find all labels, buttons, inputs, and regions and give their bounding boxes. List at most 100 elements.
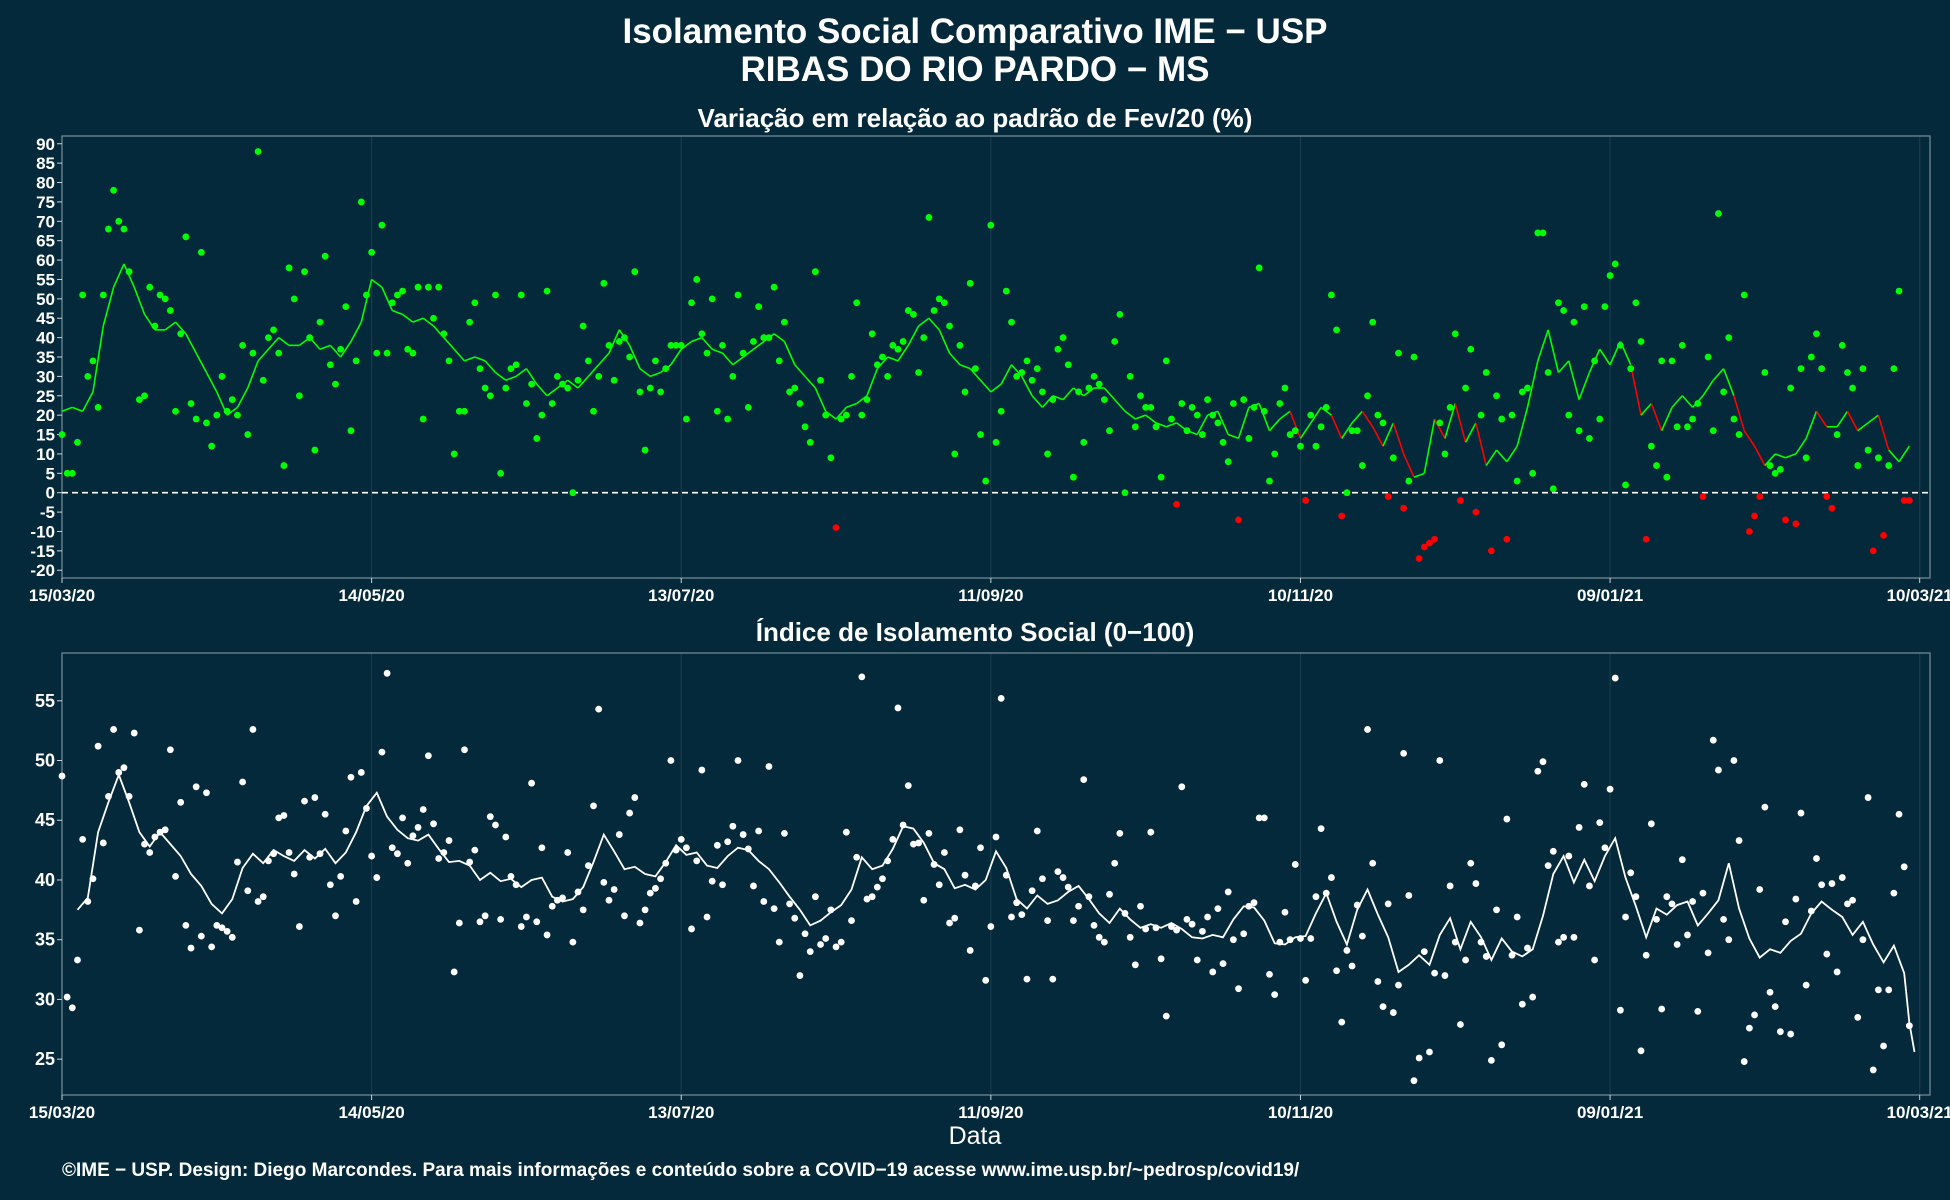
panel1-data-point bbox=[156, 291, 164, 299]
panel1-moving-average-segment bbox=[102, 287, 115, 327]
panel1-data-point bbox=[424, 283, 432, 291]
panel2-data-point bbox=[1126, 933, 1134, 941]
panel2-data-point bbox=[476, 918, 484, 926]
panel2-data-point bbox=[1106, 890, 1113, 898]
panel2-data-point bbox=[708, 877, 716, 885]
panel1-data-point bbox=[1823, 493, 1831, 500]
panel1-data-point bbox=[1673, 423, 1681, 431]
panel1-moving-average-segment bbox=[143, 313, 156, 331]
panel2-data-point bbox=[337, 872, 345, 880]
panel2-data-point bbox=[1807, 907, 1815, 915]
panel2-data-point bbox=[595, 705, 603, 713]
panel2-data-point bbox=[1611, 674, 1619, 682]
panel1-moving-average-segment bbox=[969, 368, 982, 381]
panel1-moving-average-segment bbox=[742, 348, 754, 358]
panel2-data-point bbox=[445, 837, 453, 844]
panel1-data-point bbox=[1797, 365, 1805, 373]
panel2-data-point bbox=[533, 918, 541, 926]
panel1-data-point bbox=[1580, 303, 1588, 310]
panel1-data-point bbox=[574, 376, 582, 384]
panel1-data-point bbox=[1317, 423, 1325, 431]
panel1-moving-average-segment bbox=[1475, 422, 1487, 466]
panel1-data-point bbox=[1395, 349, 1402, 357]
panel1-data-point bbox=[811, 268, 819, 276]
panel2-data-point bbox=[435, 855, 443, 862]
panel1-moving-average-segment bbox=[1289, 410, 1302, 439]
panel1-data-point bbox=[1869, 547, 1877, 555]
panel1-moving-average-segment bbox=[123, 263, 135, 288]
panel1-data-point bbox=[368, 248, 376, 256]
panel1-data-point bbox=[1209, 411, 1217, 419]
panel1-moving-average-segment bbox=[794, 364, 806, 377]
panel2-data-point bbox=[1539, 758, 1547, 766]
panel1-data-point bbox=[667, 341, 675, 349]
panel2-data-point bbox=[1596, 819, 1604, 827]
panel1-data-point bbox=[1735, 431, 1743, 438]
panel1-moving-average-segment bbox=[1764, 453, 1776, 467]
panel2-data-point bbox=[873, 883, 881, 891]
panel1-data-point bbox=[481, 384, 489, 392]
panel2-data-point bbox=[1420, 948, 1428, 956]
panel2-data-point bbox=[1838, 874, 1846, 881]
panel1-y-tick-label: -20 bbox=[30, 561, 55, 580]
panel2-data-point bbox=[1266, 970, 1273, 978]
panel2-data-point bbox=[1090, 921, 1098, 929]
panel2-data-point bbox=[177, 798, 185, 806]
panel2-data-point bbox=[719, 881, 726, 889]
panel2-data-point bbox=[1570, 933, 1578, 941]
panel1-data-point bbox=[1224, 458, 1232, 466]
panel1-data-point bbox=[1193, 411, 1201, 419]
panel1-data-point bbox=[455, 407, 463, 415]
panel1-y-tick-label: 25 bbox=[36, 387, 55, 406]
panel2-data-point bbox=[1792, 895, 1800, 903]
panel1-data-point bbox=[1632, 299, 1640, 307]
panel1-moving-average-segment bbox=[1279, 410, 1291, 420]
panel1-y-tick-label: -15 bbox=[30, 542, 55, 561]
panel2-data-point bbox=[301, 797, 308, 805]
panel1-data-point bbox=[1379, 419, 1387, 427]
panel1-data-point bbox=[249, 349, 257, 357]
panel2-data-point bbox=[1157, 955, 1165, 963]
panel1-data-point bbox=[1168, 415, 1175, 423]
panel1-moving-average-segment bbox=[1299, 422, 1312, 439]
panel1-moving-average-segment bbox=[432, 325, 445, 339]
panel1-moving-average-segment bbox=[61, 406, 73, 413]
panel1-data-point bbox=[1498, 415, 1506, 423]
panel1-moving-average-segment bbox=[1371, 426, 1384, 447]
panel2-data-point bbox=[523, 913, 530, 921]
panel2-data-point bbox=[1498, 1041, 1506, 1049]
panel1-y-tick-label: -10 bbox=[30, 522, 55, 541]
panel1-data-point bbox=[316, 318, 324, 326]
panel1-moving-average-segment bbox=[1774, 453, 1786, 459]
panel2-data-point bbox=[770, 905, 778, 913]
panel1-moving-average-segment bbox=[567, 379, 579, 389]
panel1-moving-average-segment bbox=[948, 352, 961, 366]
panel1-data-point bbox=[1157, 473, 1165, 481]
panel1-data-point bbox=[507, 365, 515, 373]
panel2-data-point bbox=[605, 896, 613, 904]
panel1-data-point bbox=[1668, 357, 1676, 365]
panel1-moving-average-segment bbox=[608, 329, 621, 354]
panel1-data-point bbox=[99, 291, 107, 299]
panel2-data-point bbox=[1513, 913, 1521, 921]
panel1-moving-average-segment bbox=[1196, 414, 1209, 435]
panel1-moving-average-segment bbox=[1217, 410, 1229, 435]
panel1-data-point bbox=[631, 268, 639, 276]
panel1-data-point bbox=[615, 338, 623, 345]
panel1-moving-average-segment bbox=[92, 325, 105, 393]
panel1-data-point bbox=[1751, 512, 1758, 520]
panel2-data-point bbox=[1606, 785, 1614, 793]
panel1-y-tick-label: 10 bbox=[36, 445, 55, 464]
panel1-moving-average-segment bbox=[938, 329, 951, 354]
panel2-data-point bbox=[1028, 887, 1036, 895]
panel1-moving-average-segment bbox=[1537, 329, 1549, 362]
panel2-data-point bbox=[626, 809, 634, 817]
panel1-moving-average-segment bbox=[928, 317, 940, 331]
panel1-moving-average-segment bbox=[887, 356, 899, 362]
panel2-data-point bbox=[1709, 736, 1717, 744]
panel1-data-point bbox=[775, 357, 783, 365]
panel2-data-point bbox=[79, 835, 87, 843]
panel1-data-point bbox=[1410, 353, 1418, 361]
panel1-data-point bbox=[817, 376, 824, 384]
panel1-data-point bbox=[1116, 310, 1124, 318]
